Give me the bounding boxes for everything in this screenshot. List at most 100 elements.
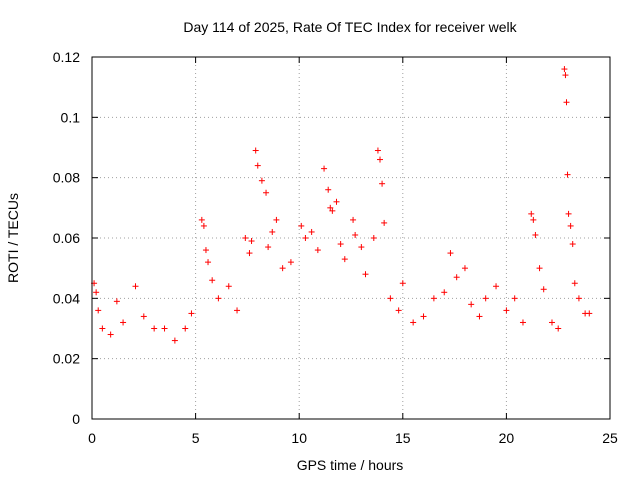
data-point bbox=[95, 307, 102, 314]
x-tick-label: 20 bbox=[499, 430, 515, 446]
y-tick-label: 0.1 bbox=[61, 109, 81, 125]
x-tick-label: 25 bbox=[602, 430, 618, 446]
data-point bbox=[430, 295, 437, 302]
data-point bbox=[113, 298, 120, 305]
data-point bbox=[536, 265, 543, 272]
data-point bbox=[308, 228, 315, 235]
y-tick-label: 0.02 bbox=[53, 351, 80, 367]
data-point bbox=[287, 259, 294, 266]
data-point bbox=[341, 256, 348, 263]
x-tick-label: 0 bbox=[88, 430, 96, 446]
data-point bbox=[337, 241, 344, 248]
data-point bbox=[234, 307, 241, 314]
data-point bbox=[225, 283, 232, 290]
data-point bbox=[453, 274, 460, 281]
data-point bbox=[370, 235, 377, 241]
data-point bbox=[246, 250, 253, 257]
data-point bbox=[205, 259, 212, 266]
data-point bbox=[377, 156, 384, 163]
data-point bbox=[569, 241, 576, 248]
data-point bbox=[198, 216, 205, 223]
data-point bbox=[279, 265, 286, 272]
data-point bbox=[314, 247, 321, 254]
data-point bbox=[99, 325, 106, 332]
data-point bbox=[519, 319, 526, 326]
data-point bbox=[254, 162, 261, 169]
data-point bbox=[161, 325, 168, 332]
data-point bbox=[561, 66, 568, 73]
data-point bbox=[140, 313, 147, 320]
data-point bbox=[329, 207, 336, 214]
data-point bbox=[242, 235, 249, 241]
data-point bbox=[171, 337, 178, 344]
data-point bbox=[321, 165, 328, 172]
data-point bbox=[258, 177, 265, 184]
data-point bbox=[564, 171, 571, 178]
y-tick-label: 0.12 bbox=[53, 49, 80, 65]
data-point bbox=[263, 189, 270, 196]
data-point bbox=[575, 295, 582, 302]
data-point bbox=[555, 325, 562, 332]
data-point bbox=[381, 219, 388, 226]
data-point bbox=[482, 295, 489, 302]
data-point bbox=[468, 301, 475, 308]
data-point bbox=[565, 210, 572, 217]
data-point bbox=[209, 277, 216, 284]
data-point bbox=[563, 99, 570, 106]
data-point bbox=[248, 238, 255, 245]
data-point bbox=[379, 180, 386, 187]
data-point bbox=[327, 204, 334, 211]
data-point bbox=[420, 313, 427, 320]
data-point bbox=[265, 244, 272, 251]
data-point bbox=[333, 198, 340, 205]
y-tick-label: 0 bbox=[72, 411, 80, 427]
data-point bbox=[358, 244, 365, 251]
x-tick-label: 15 bbox=[395, 430, 411, 446]
y-tick-label: 0.08 bbox=[53, 170, 80, 186]
data-point bbox=[441, 289, 448, 296]
data-point bbox=[120, 319, 127, 326]
data-point bbox=[503, 307, 510, 314]
data-point bbox=[182, 325, 189, 332]
data-point bbox=[461, 265, 468, 272]
data-point bbox=[387, 295, 394, 302]
data-point bbox=[325, 186, 332, 193]
data-point bbox=[399, 280, 406, 287]
data-point bbox=[586, 310, 593, 317]
axis-ticks: 0 5 10 15 20 25 0 0.02 0.04 0.06 0.08 0.1 0.12 bbox=[53, 49, 618, 446]
y-tick-label: 0.06 bbox=[53, 230, 80, 246]
data-point bbox=[273, 216, 280, 223]
data-point bbox=[188, 310, 195, 317]
data-point bbox=[476, 313, 483, 320]
data-point bbox=[493, 283, 500, 290]
data-point bbox=[511, 295, 518, 302]
x-tick-label: 5 bbox=[192, 430, 200, 446]
x-tick-label: 10 bbox=[291, 430, 307, 446]
data-point bbox=[350, 216, 357, 223]
data-point bbox=[530, 216, 537, 223]
data-point bbox=[562, 72, 569, 79]
data-point bbox=[215, 295, 222, 302]
data-point bbox=[107, 331, 114, 338]
x-axis-label: GPS time / hours bbox=[297, 457, 404, 473]
data-point bbox=[302, 235, 309, 241]
data-point bbox=[132, 283, 139, 290]
data-point bbox=[532, 231, 539, 238]
data-point bbox=[528, 210, 535, 217]
data-point bbox=[395, 307, 402, 314]
chart-title: Day 114 of 2025, Rate Of TEC Index for r… bbox=[183, 19, 517, 35]
data-point bbox=[362, 271, 369, 278]
data-point bbox=[548, 319, 555, 326]
data-point bbox=[93, 289, 100, 296]
y-tick-label: 0.04 bbox=[53, 290, 80, 306]
data-point bbox=[410, 319, 417, 326]
data-points bbox=[91, 66, 593, 344]
y-axis-label: ROTI / TECUs bbox=[5, 193, 21, 283]
data-point bbox=[298, 222, 305, 229]
data-point bbox=[374, 147, 381, 154]
data-point bbox=[571, 280, 578, 287]
grid-lines bbox=[92, 57, 610, 419]
data-point bbox=[202, 247, 209, 254]
data-point bbox=[269, 228, 276, 235]
